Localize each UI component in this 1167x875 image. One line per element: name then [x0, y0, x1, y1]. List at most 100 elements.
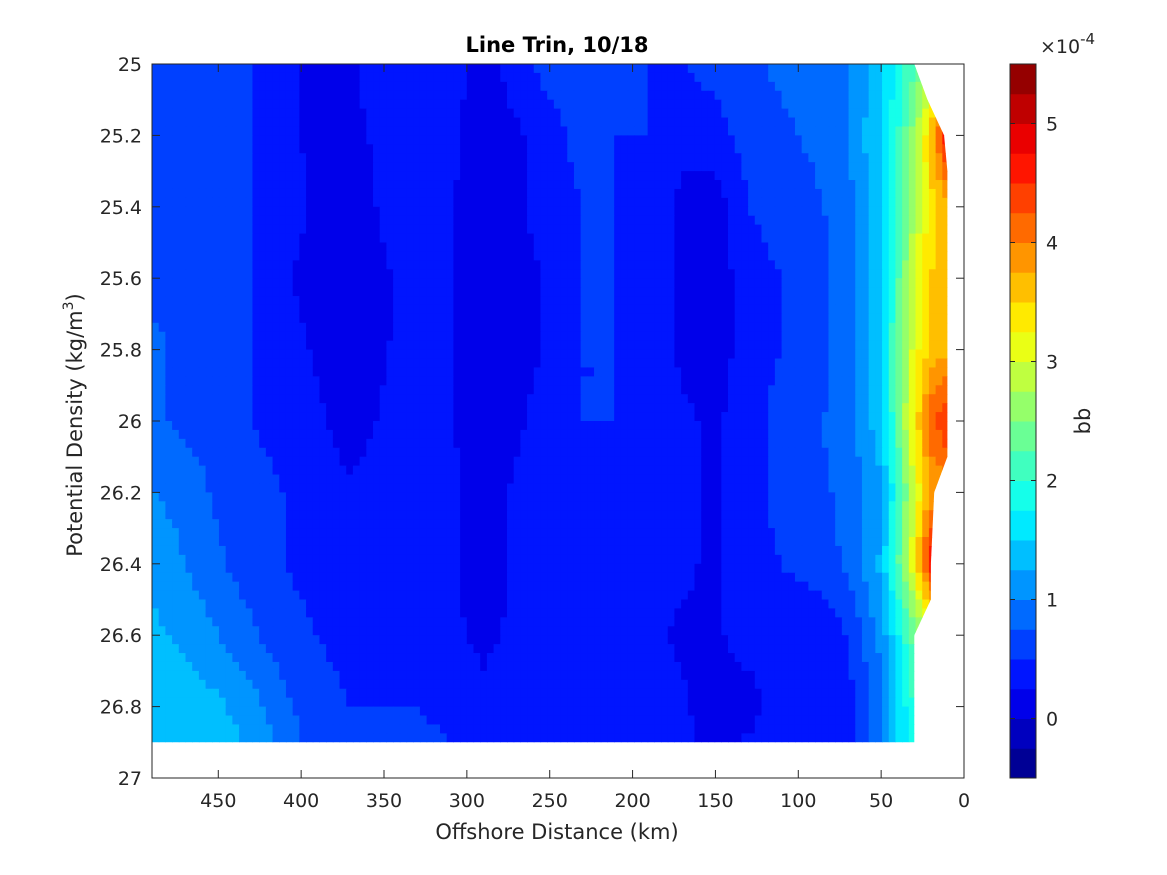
contour-cell: [346, 99, 354, 110]
contour-cell: [855, 331, 863, 342]
contour-cell: [640, 90, 649, 101]
contour-cell: [828, 278, 836, 288]
contour-cell: [239, 287, 247, 297]
contour-cell: [473, 429, 481, 440]
contour-cell: [935, 385, 943, 395]
contour-cell: [741, 296, 749, 306]
contour-cell: [232, 278, 240, 288]
contour-cell: [594, 135, 602, 145]
contour-cell: [312, 287, 321, 297]
contour-cell: [620, 162, 629, 172]
contour-cell: [594, 72, 602, 83]
contour-cell: [192, 269, 200, 279]
contour-cell: [232, 215, 240, 226]
contour-cell: [868, 296, 876, 306]
contour-cell: [326, 349, 334, 360]
contour-cell: [218, 269, 227, 279]
contour-cell: [299, 304, 307, 315]
contour-cell: [346, 287, 354, 297]
contour-cell: [440, 349, 448, 360]
contour-cell: [406, 278, 414, 288]
contour-cell: [346, 296, 354, 306]
contour-cell: [714, 278, 722, 288]
contour-cell: [935, 331, 943, 342]
contour-cell: [192, 278, 200, 288]
contour-cell: [306, 206, 314, 217]
contour-cell: [319, 367, 327, 377]
contour-cell: [567, 322, 575, 333]
contour-cell: [225, 108, 233, 119]
contour-cell: [500, 135, 508, 145]
contour-cell: [466, 403, 475, 413]
contour-cell: [848, 215, 856, 226]
contour-cell: [560, 90, 568, 101]
contour-cell: [714, 215, 722, 226]
contour-cell: [928, 180, 937, 190]
contour-cell: [908, 242, 917, 253]
contour-cell: [560, 278, 568, 288]
contour-cell: [707, 287, 716, 297]
contour-cell: [694, 331, 702, 342]
contour-cell: [600, 376, 609, 386]
contour-cell: [687, 233, 696, 244]
contour-cell: [861, 385, 870, 395]
contour-cell: [634, 331, 642, 342]
contour-cell: [942, 331, 948, 342]
contour-cell: [774, 72, 783, 83]
contour-cell: [192, 251, 200, 261]
contour-cell: [279, 206, 287, 217]
contour-cell: [808, 260, 816, 270]
contour-cell: [185, 251, 193, 261]
plot-area: 450 400 350 300 250 200 150 100 50 0 2525.225.425…: [100, 54, 970, 812]
contour-cell: [272, 72, 280, 83]
contour-cell: [252, 171, 260, 181]
contour-cell: [634, 144, 642, 154]
contour-cell: [774, 126, 783, 136]
contour-cell: [661, 403, 669, 413]
contour-cell: [841, 180, 850, 190]
contour-cell: [714, 385, 722, 395]
contour-cell: [386, 251, 394, 261]
contour-cell: [252, 403, 260, 413]
contour-cell: [935, 233, 943, 244]
contour-cell: [654, 251, 662, 261]
contour-cell: [681, 162, 689, 172]
contour-cell: [533, 278, 542, 288]
contour-cell: [567, 358, 575, 369]
contour-cell: [661, 108, 669, 119]
contour-cell: [667, 376, 676, 386]
contour-cell: [701, 349, 709, 360]
contour-cell: [473, 188, 481, 199]
contour-cell: [292, 260, 300, 270]
contour-cell: [868, 180, 876, 190]
contour-cell: [748, 206, 756, 217]
contour-cell: [359, 260, 367, 270]
contour-cell: [352, 296, 361, 306]
contour-cell: [600, 340, 609, 351]
contour-cell: [399, 126, 408, 136]
contour-cell: [486, 171, 495, 181]
contour-cell: [225, 153, 233, 163]
contour-cell: [292, 278, 300, 288]
contour-cell: [152, 126, 160, 136]
contour-cell: [895, 153, 903, 163]
contour-cell: [808, 296, 816, 306]
contour-cell: [761, 340, 769, 351]
contour-cell: [419, 340, 428, 351]
contour-cell: [754, 403, 763, 413]
contour-cell: [754, 215, 763, 226]
contour-cell: [788, 233, 796, 244]
contour-cell: [707, 144, 716, 154]
contour-cell: [386, 322, 394, 333]
contour-cell: [942, 171, 948, 181]
contour-cell: [440, 304, 448, 315]
contour-cell: [466, 304, 475, 315]
contour-cell: [741, 349, 749, 360]
contour-cell: [245, 224, 254, 235]
contour-cell: [567, 126, 575, 136]
contour-cell: [815, 349, 823, 360]
contour-cell: [701, 162, 709, 172]
contour-cell: [714, 251, 722, 261]
contour-cell: [319, 153, 327, 163]
contour-cell: [620, 367, 629, 377]
